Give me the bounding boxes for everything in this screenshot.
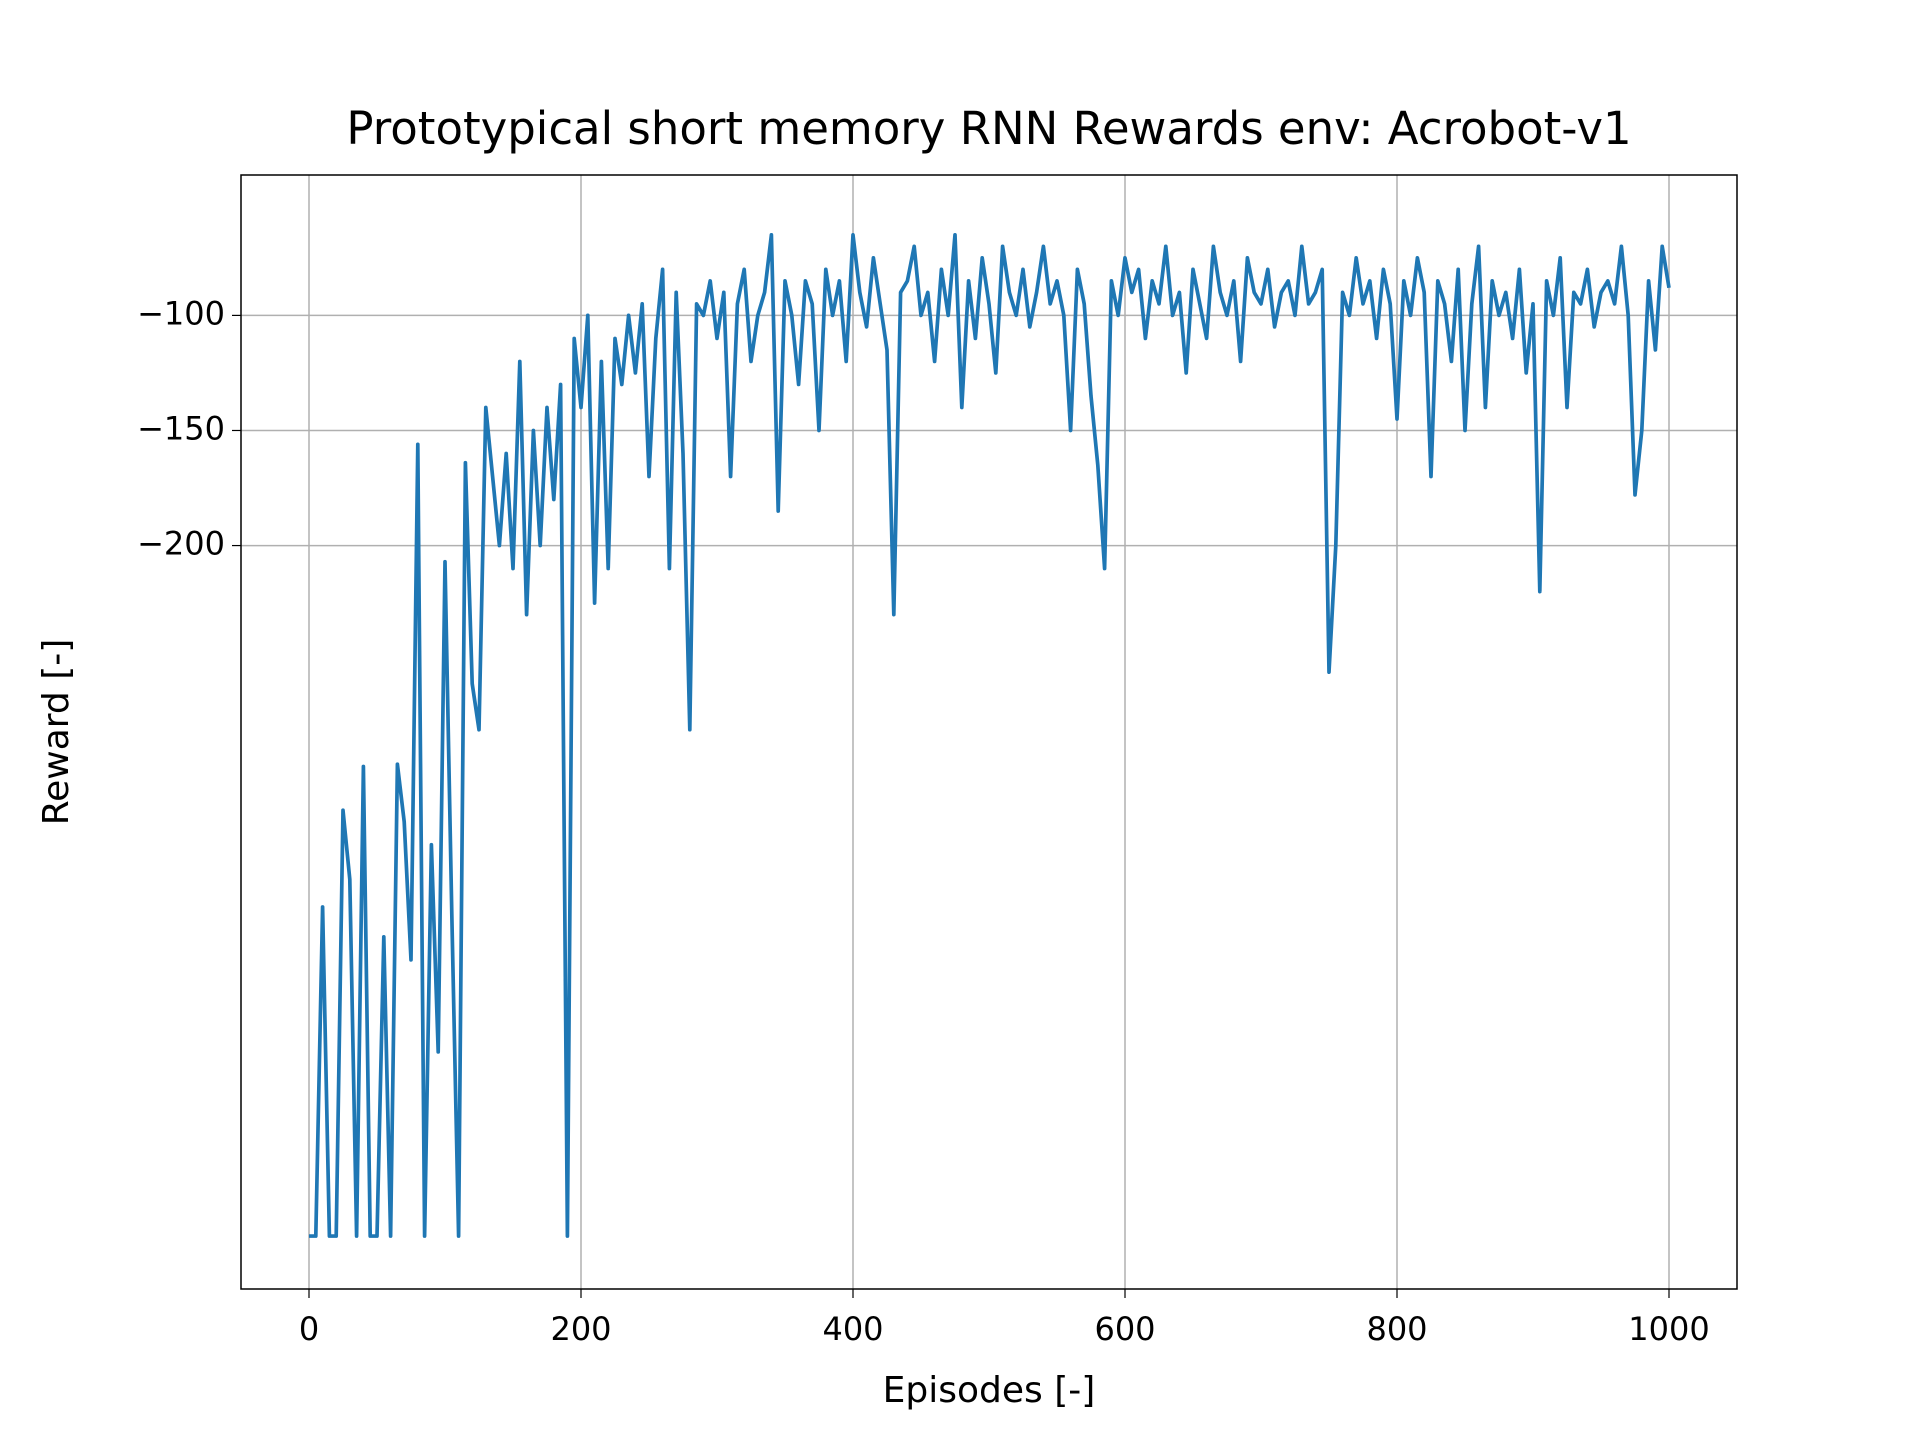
plot-frame (240, 174, 1738, 1290)
x-tick-label: 0 (299, 1310, 319, 1348)
x-tick-label: 200 (550, 1310, 611, 1348)
x-tick-label: 600 (1094, 1310, 1155, 1348)
x-tick-label: 800 (1366, 1310, 1427, 1348)
x-axis-label: Episodes [-] (883, 1370, 1096, 1411)
y-tick-label: −200 (137, 525, 225, 563)
y-tick-label: −100 (137, 294, 225, 332)
x-tick-label: 400 (822, 1310, 883, 1348)
x-tick-label: 1000 (1628, 1310, 1709, 1348)
y-tick-label: −150 (137, 409, 225, 447)
data-line (309, 232, 1671, 1238)
chart-title: Prototypical short memory RNN Rewards en… (346, 102, 1631, 155)
y-axis-label: Reward [-] (36, 639, 77, 826)
